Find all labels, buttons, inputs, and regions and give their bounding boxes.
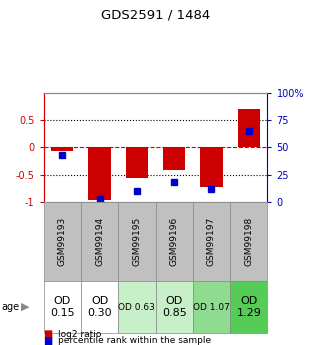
Text: OD
1.29: OD 1.29 — [236, 296, 261, 318]
Bar — [44, 202, 81, 281]
Bar — [163, 148, 185, 170]
Bar — [230, 202, 267, 281]
Text: ■: ■ — [44, 336, 53, 345]
Text: percentile rank within the sample: percentile rank within the sample — [58, 336, 211, 345]
Bar — [81, 202, 118, 281]
Bar — [200, 148, 223, 187]
Text: OD 0.63: OD 0.63 — [118, 303, 155, 312]
Bar — [126, 148, 148, 178]
Bar — [88, 148, 111, 200]
Text: GSM99197: GSM99197 — [207, 217, 216, 266]
Text: GSM99194: GSM99194 — [95, 217, 104, 266]
Text: GSM99198: GSM99198 — [244, 217, 253, 266]
Bar — [156, 202, 193, 281]
Bar — [238, 109, 260, 148]
Text: GSM99195: GSM99195 — [132, 217, 141, 266]
Text: ■: ■ — [44, 329, 53, 339]
Text: OD
0.15: OD 0.15 — [50, 296, 75, 318]
Bar — [193, 281, 230, 333]
Text: OD
0.30: OD 0.30 — [87, 296, 112, 318]
Bar — [118, 281, 156, 333]
Bar — [230, 281, 267, 333]
Bar — [193, 202, 230, 281]
Text: age: age — [2, 302, 20, 312]
Text: GSM99193: GSM99193 — [58, 217, 67, 266]
Bar — [44, 281, 81, 333]
Text: ▶: ▶ — [21, 302, 30, 312]
Text: OD 1.07: OD 1.07 — [193, 303, 230, 312]
Bar — [118, 202, 156, 281]
Text: GSM99196: GSM99196 — [170, 217, 179, 266]
Bar — [156, 281, 193, 333]
Text: OD
0.85: OD 0.85 — [162, 296, 187, 318]
Bar — [51, 148, 73, 151]
Bar — [81, 281, 118, 333]
Text: GDS2591 / 1484: GDS2591 / 1484 — [101, 9, 210, 22]
Text: log2 ratio: log2 ratio — [58, 330, 101, 339]
